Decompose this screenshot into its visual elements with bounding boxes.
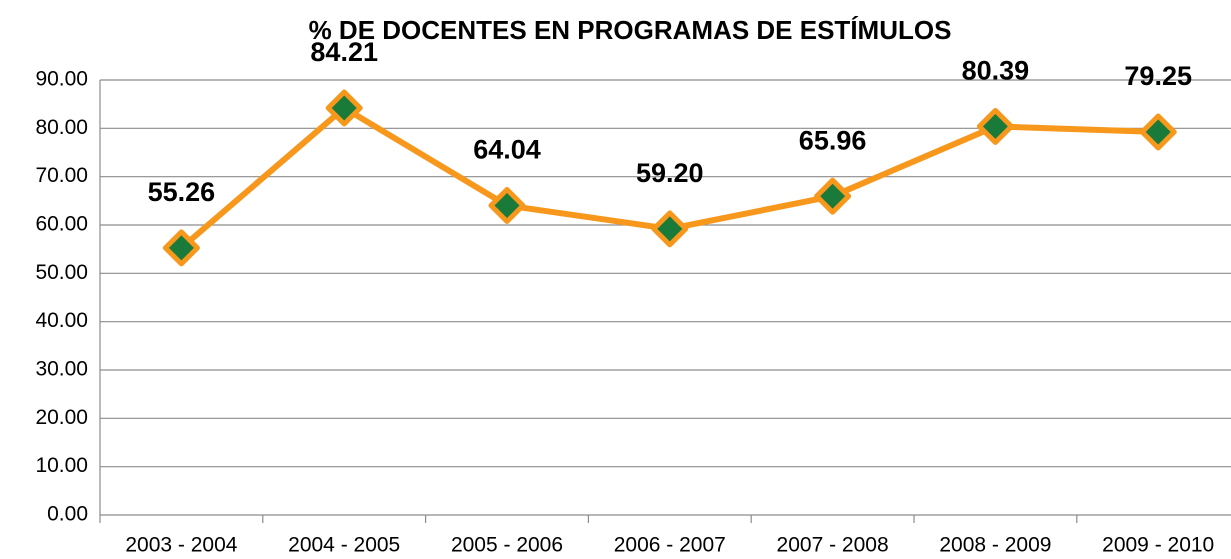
marker: [1139, 113, 1177, 151]
y-tick-label: 60.00: [35, 213, 88, 236]
x-tick-label: 2003 - 2004: [125, 534, 237, 557]
data-label: 55.26: [148, 177, 216, 207]
marker: [325, 89, 363, 127]
data-label: 65.96: [799, 125, 867, 155]
data-label: 80.39: [962, 56, 1030, 86]
marker: [488, 186, 526, 224]
marker: [976, 107, 1014, 145]
data-label: 59.20: [636, 158, 704, 188]
y-tick-label: 90.00: [35, 68, 88, 91]
x-tick-label: 2004 - 2005: [288, 534, 400, 557]
y-tick-label: 40.00: [35, 309, 88, 332]
x-tick-label: 2008 - 2009: [939, 534, 1051, 557]
y-tick-label: 0.00: [47, 503, 88, 526]
data-label: 79.25: [1124, 61, 1192, 91]
marker: [651, 210, 689, 248]
x-tick-label: 2006 - 2007: [614, 534, 726, 557]
y-tick-label: 10.00: [35, 454, 88, 477]
y-tick-label: 70.00: [35, 164, 88, 187]
chart-title: % DE DOCENTES EN PROGRAMAS DE ESTÍMULOS: [309, 15, 952, 45]
marker: [814, 177, 852, 215]
y-tick-label: 80.00: [35, 116, 88, 139]
x-tick-label: 2007 - 2008: [777, 534, 889, 557]
data-label: 64.04: [473, 135, 541, 165]
y-tick-label: 50.00: [35, 261, 88, 284]
y-tick-label: 20.00: [35, 406, 88, 429]
y-tick-label: 30.00: [35, 358, 88, 381]
marker: [162, 229, 200, 267]
x-tick-label: 2005 - 2006: [451, 534, 563, 557]
x-tick-label: 2009 - 2010: [1102, 534, 1214, 557]
data-label: 84.21: [310, 37, 378, 67]
